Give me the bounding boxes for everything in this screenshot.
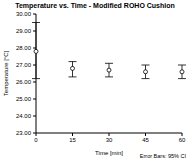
svg-text:0: 0 [34, 137, 38, 143]
svg-text:28.00: 28.00 [16, 45, 32, 51]
svg-text:45: 45 [142, 137, 149, 143]
svg-text:15: 15 [69, 137, 76, 143]
svg-text:23.00: 23.00 [16, 130, 32, 136]
svg-text:26.00: 26.00 [16, 79, 32, 85]
svg-text:Time [min]: Time [min] [95, 150, 123, 156]
svg-text:29.00: 29.00 [16, 28, 32, 34]
svg-text:24.00: 24.00 [16, 113, 32, 119]
html-text:Error Bars: 95% CI: Error Bars: 95% CI [139, 153, 186, 159]
svg-text:27.00: 27.00 [16, 62, 32, 68]
svg-text:30: 30 [106, 137, 113, 143]
html-text:Temperature vs. Time - Modifie: Temperature vs. Time - Modified ROHO Cus… [15, 2, 175, 9]
svg-text:25.00: 25.00 [16, 96, 32, 102]
svg-text:Temperature [°C]: Temperature [°C] [8, 50, 9, 96]
svg-text:30.00: 30.00 [16, 11, 32, 17]
svg-text:60: 60 [179, 137, 182, 143]
